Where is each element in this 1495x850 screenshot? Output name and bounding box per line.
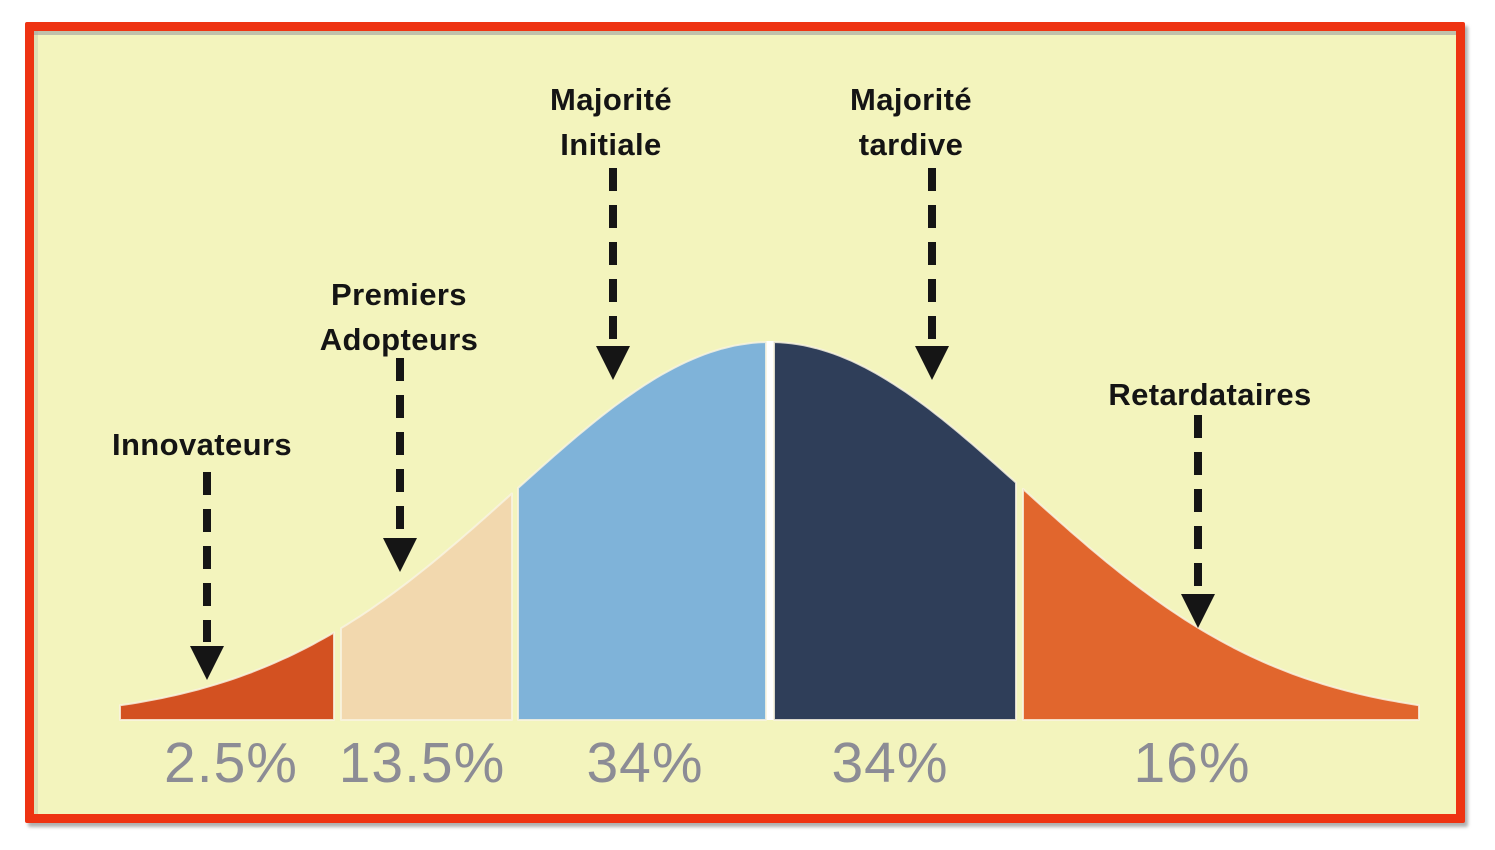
callout-majorite-tardive: Majorité tardive xyxy=(850,77,972,167)
value-label-retardataires: 16% xyxy=(1133,731,1251,795)
callout-majorite-initiale: Majorité Initiale xyxy=(550,77,672,167)
callout-line: Initiale xyxy=(560,127,662,162)
callout-line: Premiers xyxy=(331,277,467,312)
value-label-innovateurs: 2.5% xyxy=(164,731,298,795)
value-label-majorite-initiale: 34% xyxy=(586,731,704,795)
callout-retardataires: Retardataires xyxy=(1108,372,1311,417)
callout-line: Adopteurs xyxy=(319,322,479,357)
callout-line: tardive xyxy=(858,127,964,162)
callout-premiers-adopteurs: Premiers Adopteurs xyxy=(320,272,479,362)
callout-line: Retardataires xyxy=(1108,377,1312,412)
value-label-premiers-adopteurs: 13.5% xyxy=(338,731,506,795)
value-label-majorite-tardive: 34% xyxy=(831,731,949,795)
callout-line: Majorité xyxy=(549,82,673,117)
callout-line: Innovateurs xyxy=(111,427,293,462)
callout-innovateurs: Innovateurs xyxy=(112,422,292,467)
callout-line: Majorité xyxy=(849,82,973,117)
